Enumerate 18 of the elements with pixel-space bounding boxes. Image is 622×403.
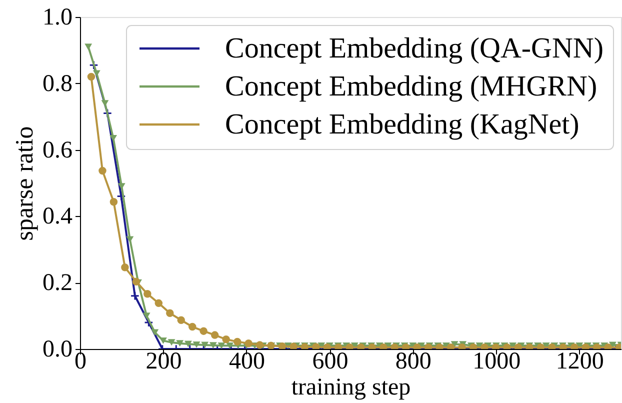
y-tick-label: 0.4: [42, 204, 72, 230]
x-axis-title: training step: [291, 374, 411, 400]
x-tick-label: 0: [74, 348, 86, 374]
x-tick-label: 200: [146, 348, 182, 374]
x-tick-label: 1200: [556, 348, 604, 374]
legend-label: Concept Embedding (QA-GNN): [225, 32, 604, 64]
legend-label: Concept Embedding (KagNet): [225, 108, 580, 140]
y-tick-label: 0.8: [42, 70, 72, 97]
x-tick-label: 600: [312, 348, 348, 374]
x-tick-label: 800: [395, 348, 432, 374]
y-tick-label: 1.0: [42, 4, 72, 30]
y-axis-title: sparse ratio: [12, 126, 38, 241]
y-tick-label: 0.6: [42, 137, 72, 164]
y-tick-label: 0.0: [42, 336, 72, 362]
x-tick-label: 400: [228, 348, 265, 374]
legend-label: Concept Embedding (MHGRN): [225, 70, 598, 102]
x-tick-label: 1000: [472, 348, 521, 374]
y-tick-label: 0.2: [42, 270, 72, 296]
